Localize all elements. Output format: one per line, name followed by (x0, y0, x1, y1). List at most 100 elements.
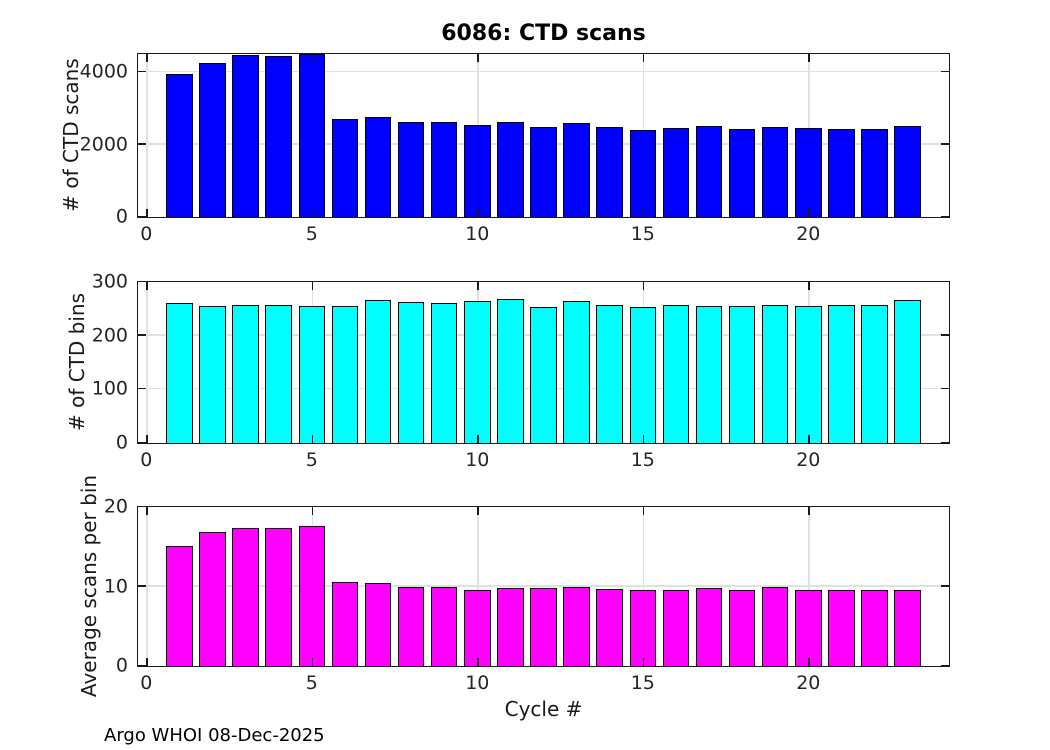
y-tick (941, 664, 949, 666)
axes-ctd-scans: 0 5 10 15 20 0 2000 4000 (80, 53, 950, 244)
bar-cycle-19 (761, 587, 789, 666)
bar-cycle-7 (364, 583, 392, 666)
bar-cycle-9 (430, 586, 458, 666)
bar-cycle-12 (530, 127, 557, 217)
x-gridline (477, 507, 479, 666)
bar-cycle-16 (662, 589, 690, 666)
bar-cycle-8 (397, 122, 425, 217)
x-gridline (146, 507, 148, 666)
bar-cycle-14 (596, 305, 623, 443)
x-tick (311, 54, 314, 62)
bar-cycle-18 (728, 590, 756, 666)
y-tick (138, 334, 146, 336)
x-tick (311, 435, 314, 443)
bar-cycle-1 (166, 74, 193, 217)
bar-cycle-12 (530, 588, 557, 666)
bar-cycle-7 (364, 300, 392, 443)
bar-cycle-23 (894, 299, 921, 443)
x-tick (808, 507, 810, 515)
x-gridline (642, 507, 645, 666)
y-tick (941, 505, 949, 507)
x-tick-label: 20 (796, 223, 821, 245)
bar-cycle-5 (298, 526, 325, 666)
bar-cycle-15 (629, 590, 657, 666)
bar-cycle-15 (629, 130, 657, 217)
bar-cycle-5 (298, 306, 325, 443)
bar-cycle-22 (861, 305, 888, 443)
y-tick (138, 585, 146, 587)
bar-cycle-11 (497, 299, 524, 443)
x-tick (477, 507, 479, 515)
y-tick-label: 300 (91, 270, 128, 293)
bar-cycle-14 (596, 126, 623, 217)
x-tick (642, 435, 645, 443)
bar-cycle-13 (563, 122, 590, 217)
bar-cycle-1 (166, 545, 193, 666)
bar-cycle-21 (828, 304, 855, 443)
x-tick (808, 435, 810, 443)
x-tick-label: 15 (630, 449, 655, 471)
y-tick (138, 215, 146, 217)
bar-cycle-10 (464, 300, 491, 443)
bar-cycle-17 (695, 305, 723, 443)
x-tick (311, 282, 314, 290)
bar-cycle-19 (761, 305, 789, 443)
bar-cycle-22 (861, 128, 888, 217)
x-tick (146, 435, 148, 443)
y-tick (941, 334, 949, 336)
bar-cycle-4 (265, 305, 292, 443)
x-tick (477, 435, 479, 443)
chart-title: 6086: CTD scans (441, 21, 646, 46)
x-tick (146, 54, 148, 62)
x-tick-label: 10 (465, 223, 490, 245)
y-tick (941, 143, 949, 145)
bar-cycle-10 (464, 124, 491, 217)
x-tick (642, 209, 645, 217)
y-tick (138, 664, 146, 666)
y-tick (941, 585, 949, 587)
bar-cycle-4 (265, 55, 292, 217)
bar-cycle-23 (894, 590, 921, 666)
x-tick (808, 54, 810, 62)
x-tick (642, 54, 645, 62)
x-tick (808, 282, 810, 290)
bar-cycle-16 (662, 305, 690, 443)
x-tick-label: 5 (305, 672, 318, 694)
x-tick (477, 209, 479, 217)
bar-cycle-8 (397, 586, 425, 666)
y-tick-label: 100 (91, 377, 128, 400)
bar-cycle-12 (530, 306, 557, 443)
bar-cycle-4 (265, 528, 292, 666)
bar-cycle-11 (497, 122, 524, 217)
bar-cycle-23 (894, 125, 921, 217)
x-tick (642, 282, 645, 290)
bar-cycle-20 (795, 305, 822, 443)
y-gridline (138, 70, 949, 73)
bar-cycle-2 (199, 306, 226, 443)
x-tick (146, 658, 148, 666)
bar-cycle-3 (232, 55, 259, 217)
footer-watermark: Argo WHOI 08-Dec-2025 (104, 725, 325, 746)
bar-cycle-21 (828, 590, 855, 666)
bar-cycle-2 (199, 62, 226, 217)
x-tick (311, 658, 314, 666)
x-tick-label: 20 (796, 449, 821, 471)
y-tick-label: 10 (103, 575, 128, 597)
x-tick (311, 209, 314, 217)
x-tick-label: 0 (140, 672, 153, 694)
y-gridline (138, 585, 949, 587)
bar-cycle-15 (629, 306, 657, 443)
x-gridline (146, 54, 148, 217)
y-tick (138, 505, 146, 507)
y-tick-label: 0 (115, 431, 128, 454)
bar-cycle-6 (331, 306, 359, 443)
y-tick-label: 0 (115, 205, 128, 228)
bar-cycle-9 (430, 302, 458, 443)
y-tick-label: 2000 (79, 133, 128, 156)
bar-cycle-17 (695, 126, 723, 217)
x-tick (477, 282, 479, 290)
y-tick (138, 70, 146, 73)
y-tick (138, 441, 146, 443)
bar-cycle-5 (298, 54, 325, 217)
bar-cycle-6 (331, 119, 359, 217)
